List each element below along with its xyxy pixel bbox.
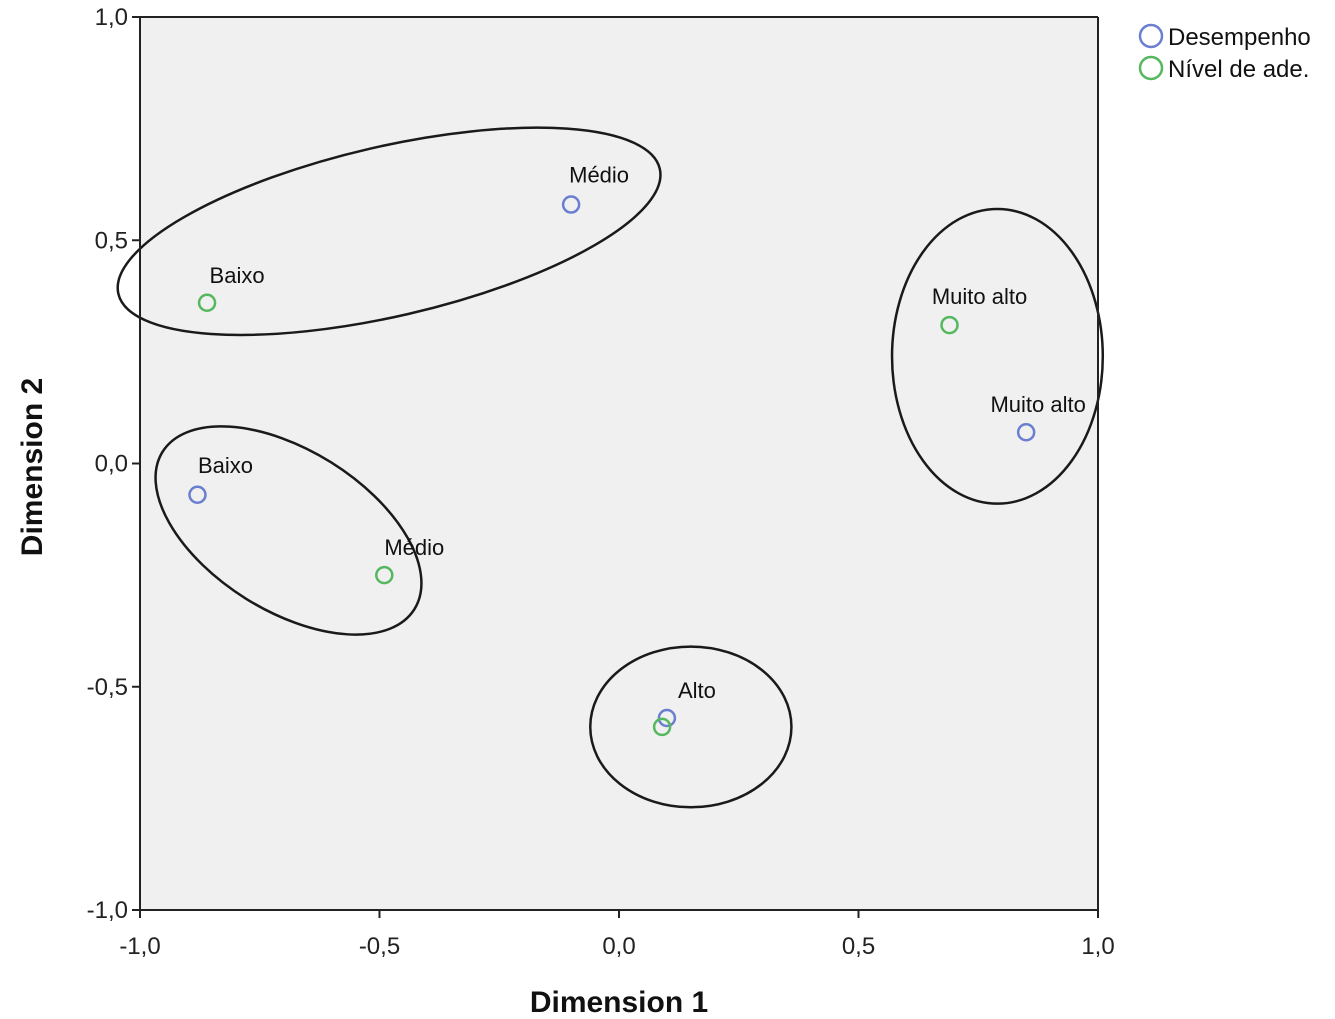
point-label: Médio <box>569 163 629 188</box>
group-ellipse <box>154 425 423 636</box>
x-axis-title: Dimension 1 <box>530 986 708 1019</box>
x-tick-label: 1,0 <box>1081 933 1114 960</box>
y-tick-label: -1,0 <box>87 897 128 924</box>
data-point <box>561 195 581 214</box>
data-point <box>652 717 672 737</box>
legend: Desempenho Nível de ade. <box>1138 23 1311 83</box>
point-label: Muito alto <box>932 284 1027 309</box>
data-point <box>197 293 217 313</box>
point-label: Médio <box>384 535 444 560</box>
data-point <box>188 485 207 505</box>
point-label: Baixo <box>210 263 265 288</box>
x-tick-label: -0,5 <box>359 933 400 960</box>
legend-label: Desempenho <box>1168 24 1311 51</box>
y-tick-label: 0,0 <box>95 451 128 478</box>
data-point <box>375 565 394 585</box>
legend-marker <box>1138 23 1164 49</box>
legend-marker <box>1138 55 1164 81</box>
y-tick-label: -0,5 <box>87 674 128 701</box>
data-point <box>657 708 677 728</box>
x-tick-label: 0,5 <box>842 933 875 960</box>
y-tick-label: 1,0 <box>95 4 128 31</box>
group-ellipse <box>116 126 662 337</box>
y-tick-label: 0,5 <box>95 227 128 254</box>
y-axis-title: Dimension 2 <box>16 378 49 556</box>
group-ellipse <box>890 207 1105 505</box>
point-label: Alto <box>678 678 716 703</box>
plot-area <box>140 17 1098 910</box>
point-label: Muito alto <box>990 392 1085 417</box>
data-point <box>940 315 959 335</box>
data-point <box>1016 422 1036 442</box>
x-tick-label: 0,0 <box>602 933 635 960</box>
point-label: Baixo <box>198 453 253 478</box>
legend-label: Nível de ade. <box>1168 56 1309 83</box>
group-ellipse <box>589 645 793 809</box>
x-tick-label: -1,0 <box>119 933 160 960</box>
